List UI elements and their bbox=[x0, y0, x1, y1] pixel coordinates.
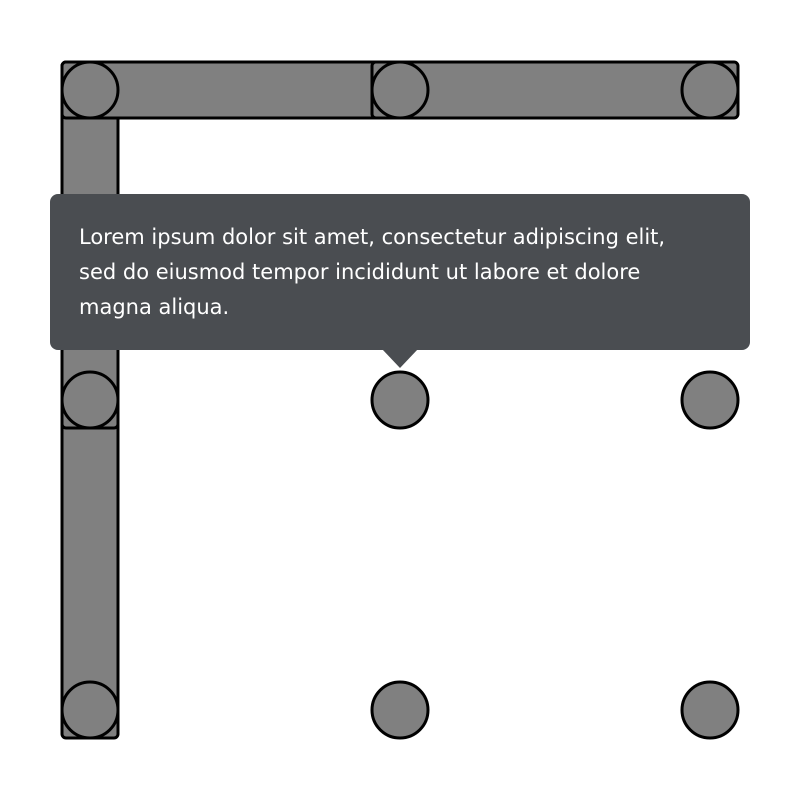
pattern-dot-8[interactable] bbox=[370, 680, 430, 740]
tooltip-arrow bbox=[382, 349, 418, 368]
pattern-dot-5[interactable] bbox=[370, 370, 430, 430]
pattern-dot-7[interactable] bbox=[60, 680, 120, 740]
pattern-dot-2[interactable] bbox=[370, 60, 430, 120]
pattern-dot-4[interactable] bbox=[60, 370, 120, 430]
pattern-dots bbox=[60, 60, 740, 740]
pattern-dot-9[interactable] bbox=[680, 680, 740, 740]
tooltip: Lorem ipsum dolor sit amet, consectetur … bbox=[50, 194, 750, 350]
pattern-dot-3[interactable] bbox=[680, 60, 740, 120]
tooltip-text-line-3: magna aliqua. bbox=[79, 295, 230, 319]
tooltip-text-line-1: Lorem ipsum dolor sit amet, consectetur … bbox=[79, 225, 666, 249]
tooltip-text-line-2: sed do eiusmod tempor incididunt ut labo… bbox=[79, 260, 641, 284]
pattern-dot-6[interactable] bbox=[680, 370, 740, 430]
pattern-dot-1[interactable] bbox=[60, 60, 120, 120]
